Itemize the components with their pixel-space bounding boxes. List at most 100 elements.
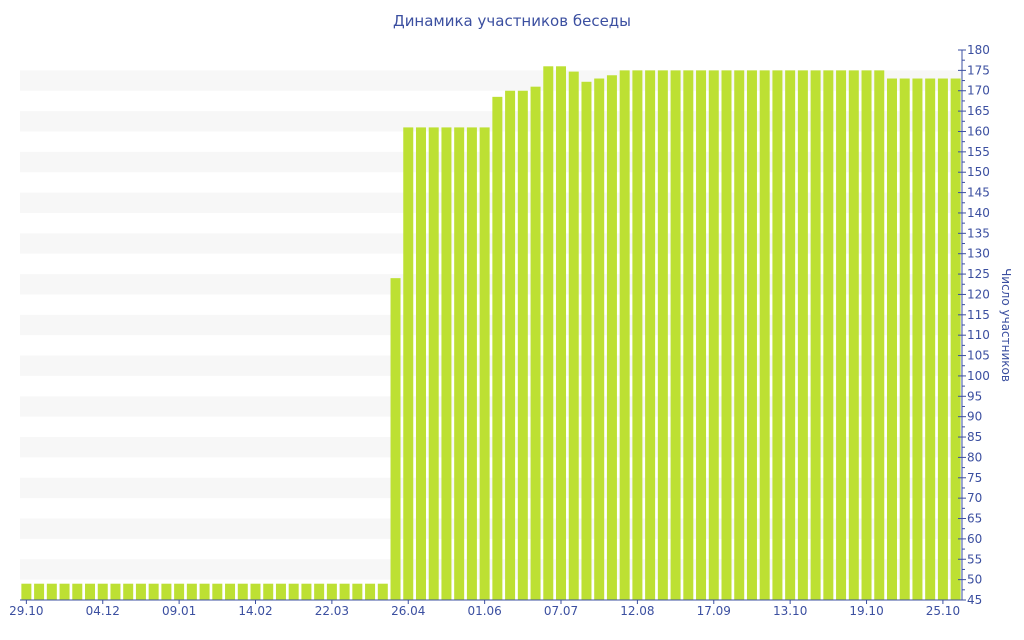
bar [950,78,961,601]
y-tick-label: 150 [967,165,990,179]
bar [619,70,630,601]
y-tick-label: 60 [967,532,982,546]
bar [594,78,605,601]
bar [301,583,312,600]
bar [886,78,897,601]
grid-band [20,477,962,499]
bar [85,583,96,600]
bar [696,70,707,601]
bar [492,96,503,600]
bar [161,583,172,600]
bar [708,70,719,601]
bar [250,583,261,600]
grid-band [20,151,962,173]
x-tick-label: 14.02 [238,604,272,618]
bar [199,583,210,600]
y-tick-label: 70 [967,491,982,505]
bar [581,81,592,601]
bar [479,127,490,600]
grid-band [20,192,962,213]
bar [135,583,146,600]
bar [237,583,248,600]
bar [746,70,757,601]
bar [97,583,108,600]
grid-band [20,437,962,458]
x-tick-label: 17.09 [697,604,731,618]
bar [836,70,847,601]
y-tick-label: 55 [967,552,982,566]
bar [263,583,274,600]
y-tick-label: 110 [967,328,990,342]
bar [59,583,70,600]
bar [874,70,885,601]
bar [326,583,337,600]
bar [772,70,783,601]
chart-title: Динамика участников беседы [392,12,632,30]
bar [441,127,452,600]
bar [657,70,668,601]
bar [314,583,325,600]
bar [212,583,223,600]
bar [937,78,948,601]
y-tick-label: 100 [967,369,990,383]
bar [174,583,185,600]
grid-band [20,70,962,91]
bar [377,583,388,600]
y-tick-label: 165 [967,104,990,118]
bar [454,127,465,600]
y-tick-label: 145 [967,186,990,200]
bar [632,70,643,601]
bar [645,70,656,601]
y-tick-label: 95 [967,389,982,403]
y-tick-label: 160 [967,124,990,138]
grid-band [20,111,962,132]
bar [785,70,796,601]
y-tick-label: 90 [967,410,982,424]
grid-band [20,233,962,254]
x-tick-label: 22.03 [315,604,349,618]
bar [352,583,363,600]
bar [912,78,923,601]
bar [734,70,745,601]
grid-band [20,396,962,417]
y-tick-label: 115 [967,308,990,322]
x-tick-label: 09.01 [162,604,196,618]
y-tick-label: 45 [967,593,982,607]
bar [810,70,821,601]
y-tick-label: 80 [967,450,982,464]
y-tick-label: 105 [967,349,990,363]
x-tick-label: 19.10 [849,604,883,618]
x-tick-label: 12.08 [620,604,654,618]
grid-band [20,274,962,295]
bar [72,583,83,600]
grid-band [20,559,962,580]
bar [339,583,350,600]
bar [288,583,299,600]
bar [568,71,579,600]
y-tick-label: 65 [967,512,982,526]
bar [46,583,57,600]
bar [365,583,376,600]
bar [225,583,236,600]
x-tick-label: 25.10 [926,604,960,618]
bar [415,127,426,600]
bar [530,86,541,600]
grid-band [20,314,962,336]
y-tick-label: 135 [967,226,990,240]
grid-band [20,518,962,539]
grid-band [20,355,962,376]
bar [186,583,197,600]
bar [823,70,834,601]
bar [543,66,554,601]
bar [848,70,859,601]
x-tick-label: 29.10 [9,604,43,618]
bar [721,70,732,601]
bar [110,583,121,600]
bar [403,127,414,600]
bar [861,70,872,601]
y-tick-label: 75 [967,471,982,485]
bar [556,66,567,601]
x-tick-label: 01.06 [467,604,501,618]
bar [505,90,516,601]
